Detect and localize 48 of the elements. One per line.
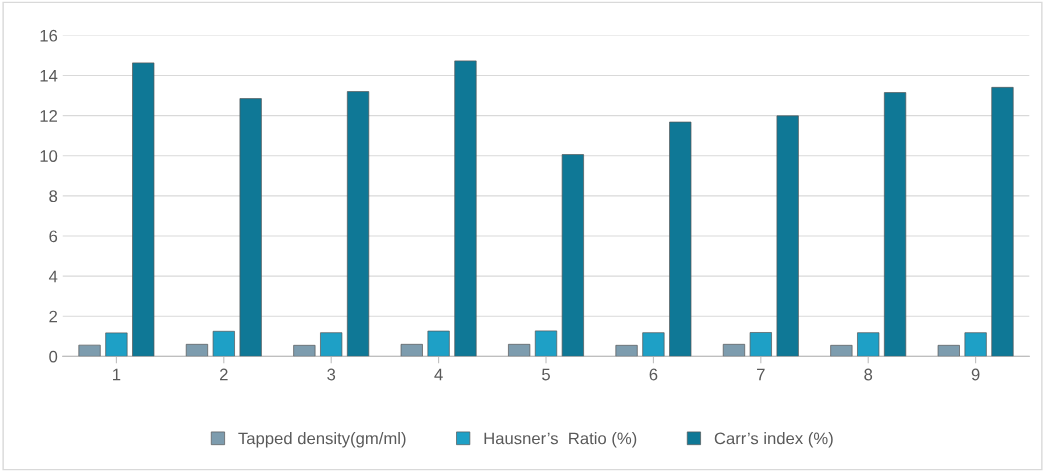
- bar: [722, 343, 746, 357]
- legend-label: Tapped density(gm/ml): [238, 432, 406, 448]
- bar: [830, 344, 853, 357]
- y-tick-label: 0: [49, 350, 58, 363]
- bar: [132, 62, 155, 357]
- bar: [642, 332, 665, 357]
- bar: [346, 91, 370, 357]
- x-tick-label: 4: [434, 368, 443, 381]
- x-tick-label: 9: [971, 368, 980, 381]
- bar: [991, 87, 1014, 357]
- bar: [212, 330, 235, 357]
- legend-label: Hausner’s Ratio (%): [484, 432, 637, 448]
- x-tick-label: 7: [757, 368, 765, 381]
- bar: [964, 332, 987, 357]
- x-tick-label: 2: [220, 368, 228, 381]
- bar: [669, 121, 692, 357]
- x-tick-label: 1: [113, 368, 121, 381]
- y-tick-label: 8: [49, 190, 58, 203]
- y-tick-label: 2: [49, 310, 57, 323]
- bar: [400, 343, 423, 357]
- y-tick-label: 14: [40, 70, 58, 82]
- legend-label: Carr’s index (%): [714, 432, 833, 448]
- bar: [534, 330, 558, 357]
- bar: [427, 330, 450, 357]
- bar: [105, 332, 128, 357]
- bar: [185, 343, 209, 357]
- y-tick-label: 16: [40, 29, 58, 42]
- bar: [937, 344, 960, 357]
- bar: [454, 60, 477, 357]
- x-tick-label: 8: [864, 368, 873, 381]
- bar: [293, 344, 316, 357]
- bar: [320, 332, 343, 357]
- bar: [615, 344, 638, 357]
- y-tick-label: 12: [40, 110, 57, 122]
- bar: [508, 343, 531, 357]
- bar: [749, 332, 772, 357]
- x-tick-label: 3: [327, 368, 336, 381]
- bar: [239, 98, 262, 357]
- bar: [857, 332, 880, 357]
- y-tick-label: 6: [49, 230, 58, 243]
- y-tick-label: 10: [40, 150, 58, 162]
- x-tick-label: 6: [649, 368, 658, 381]
- bar: [78, 344, 101, 357]
- bar: [776, 115, 799, 357]
- bar: [561, 154, 584, 357]
- y-tick-label: 4: [48, 270, 58, 283]
- bar: [883, 92, 907, 357]
- x-tick-label: 5: [542, 368, 550, 381]
